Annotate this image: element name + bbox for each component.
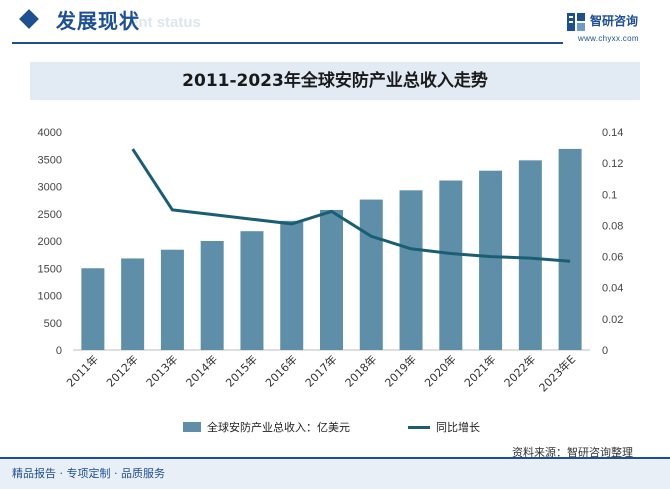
x-tick-label: 2012年 — [103, 352, 140, 389]
bar — [160, 249, 184, 350]
header-title: 发展现状 — [56, 9, 140, 33]
x-tick-label: 2020年 — [421, 352, 458, 389]
legend-line-swatch — [408, 425, 430, 429]
y-right-tick-label: 0.06 — [602, 252, 623, 264]
x-tick-label: 2023年E — [536, 352, 578, 394]
bar — [81, 268, 105, 350]
y-left-tick-label: 500 — [44, 318, 62, 330]
bar — [399, 190, 423, 350]
y-right-tick-label: 0 — [602, 345, 608, 357]
x-tick-label: 2015年 — [223, 352, 260, 389]
x-tick-label: 2022年 — [501, 352, 538, 389]
x-tick-label: 2014年 — [183, 352, 220, 389]
bar — [280, 220, 304, 350]
x-tick-label: 2018年 — [342, 352, 379, 389]
page-footer: 精品报告 · 专项定制 · 品质服务 — [0, 449, 670, 489]
y-left-tick-label: 4000 — [38, 127, 62, 139]
y-left-tick-label: 2500 — [38, 209, 62, 221]
header-divider — [12, 42, 563, 44]
x-tick-label: 2011年 — [64, 352, 101, 389]
chart-title-band: 2011-2023年全球安防产业总收入走势 — [30, 62, 640, 100]
footer-band — [0, 457, 670, 489]
y-right-tick-label: 0.12 — [602, 158, 623, 170]
legend-label-growth: 同比增长 — [436, 421, 480, 434]
y-right-tick-label: 0.08 — [602, 220, 623, 232]
y-left-tick-label: 0 — [56, 345, 62, 357]
y-right-tick-label: 0.02 — [602, 314, 623, 326]
bar — [518, 160, 542, 350]
bar — [320, 209, 343, 350]
x-tick-label: 2017年 — [302, 352, 339, 389]
bar — [359, 199, 383, 350]
bar — [479, 170, 503, 350]
y-left-tick-label: 3500 — [38, 154, 62, 166]
y-right-tick-label: 0.14 — [602, 127, 623, 139]
legend-item-revenue: 全球安防产业总收入：亿美元 — [183, 418, 350, 436]
bar — [240, 231, 264, 350]
x-tick-label: 2019年 — [382, 352, 419, 389]
y-left-tick-label: 1500 — [38, 263, 62, 275]
y-right-tick-label: 0.1 — [602, 189, 617, 201]
x-tick-label: 2013年 — [143, 352, 180, 389]
x-tick-label: 2016年 — [262, 352, 299, 389]
brand-logo-icon — [567, 13, 585, 31]
chart-title: 2011-2023年全球安防产业总收入走势 — [182, 71, 488, 91]
bar — [558, 148, 582, 350]
brand-url: www.chyxx.com — [578, 34, 639, 43]
legend-bar-swatch — [183, 422, 201, 432]
footer-divider — [0, 457, 670, 459]
bar — [200, 241, 224, 350]
bar — [439, 180, 463, 350]
legend-item-growth: 同比增长 — [408, 418, 480, 436]
bar — [121, 258, 145, 350]
source-note: 资料来源：智研咨询整理 — [512, 446, 633, 459]
chart-legend: 全球安防产业总收入：亿美元 同比增长 — [0, 418, 670, 436]
legend-label-revenue: 全球安防产业总收入：亿美元 — [207, 421, 350, 434]
y-right-tick-label: 0.04 — [602, 283, 623, 295]
header-subtitle: ent status — [130, 14, 201, 31]
footer-slogan: 精品报告 · 专项定制 · 品质服务 — [12, 467, 165, 480]
y-left-tick-label: 1000 — [38, 291, 62, 303]
y-left-tick-label: 3000 — [38, 182, 62, 194]
page-header: ent status 发展现状 智研咨询 www.chyxx.com — [0, 0, 670, 44]
x-tick-label: 2021年 — [461, 352, 498, 389]
growth-line — [131, 148, 571, 263]
y-left-tick-label: 2000 — [38, 236, 62, 248]
brand-name: 智研咨询 — [590, 14, 639, 28]
